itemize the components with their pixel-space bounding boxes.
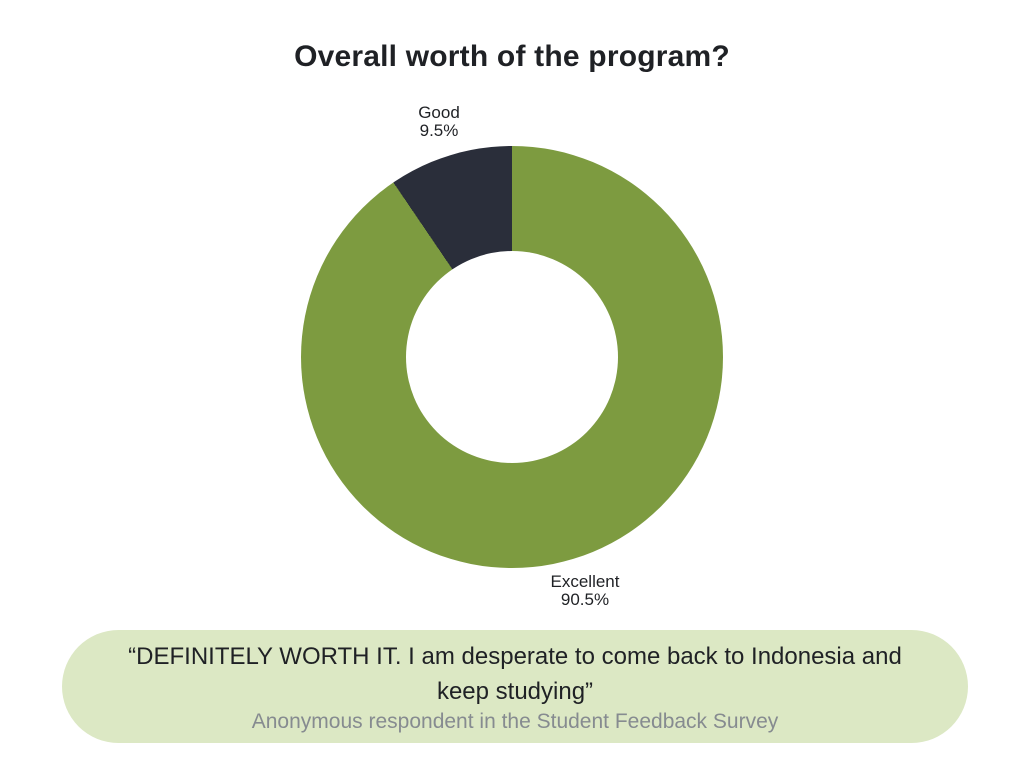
quote-card: “DEFINITELY WORTH IT. I am desperate to … <box>62 630 968 743</box>
quote-text-line-1: “DEFINITELY WORTH IT. I am desperate to … <box>128 642 902 670</box>
quote-text-line-2: keep studying” <box>436 677 594 705</box>
slice-name: Good <box>418 103 460 122</box>
slice-value: 90.5% <box>560 590 610 609</box>
slice-name: Excellent <box>550 572 620 591</box>
quote-attribution: Anonymous respondent in the Student Feed… <box>251 709 779 733</box>
slice-label-good: Good 9.5% <box>339 104 539 140</box>
slice-label-excellent: Excellent 90.5% <box>485 573 685 609</box>
chart-title: Overall worth of the program? <box>294 40 730 73</box>
donut-hole <box>406 251 618 463</box>
donut-chart <box>301 146 723 568</box>
slice-value: 9.5% <box>419 121 459 140</box>
